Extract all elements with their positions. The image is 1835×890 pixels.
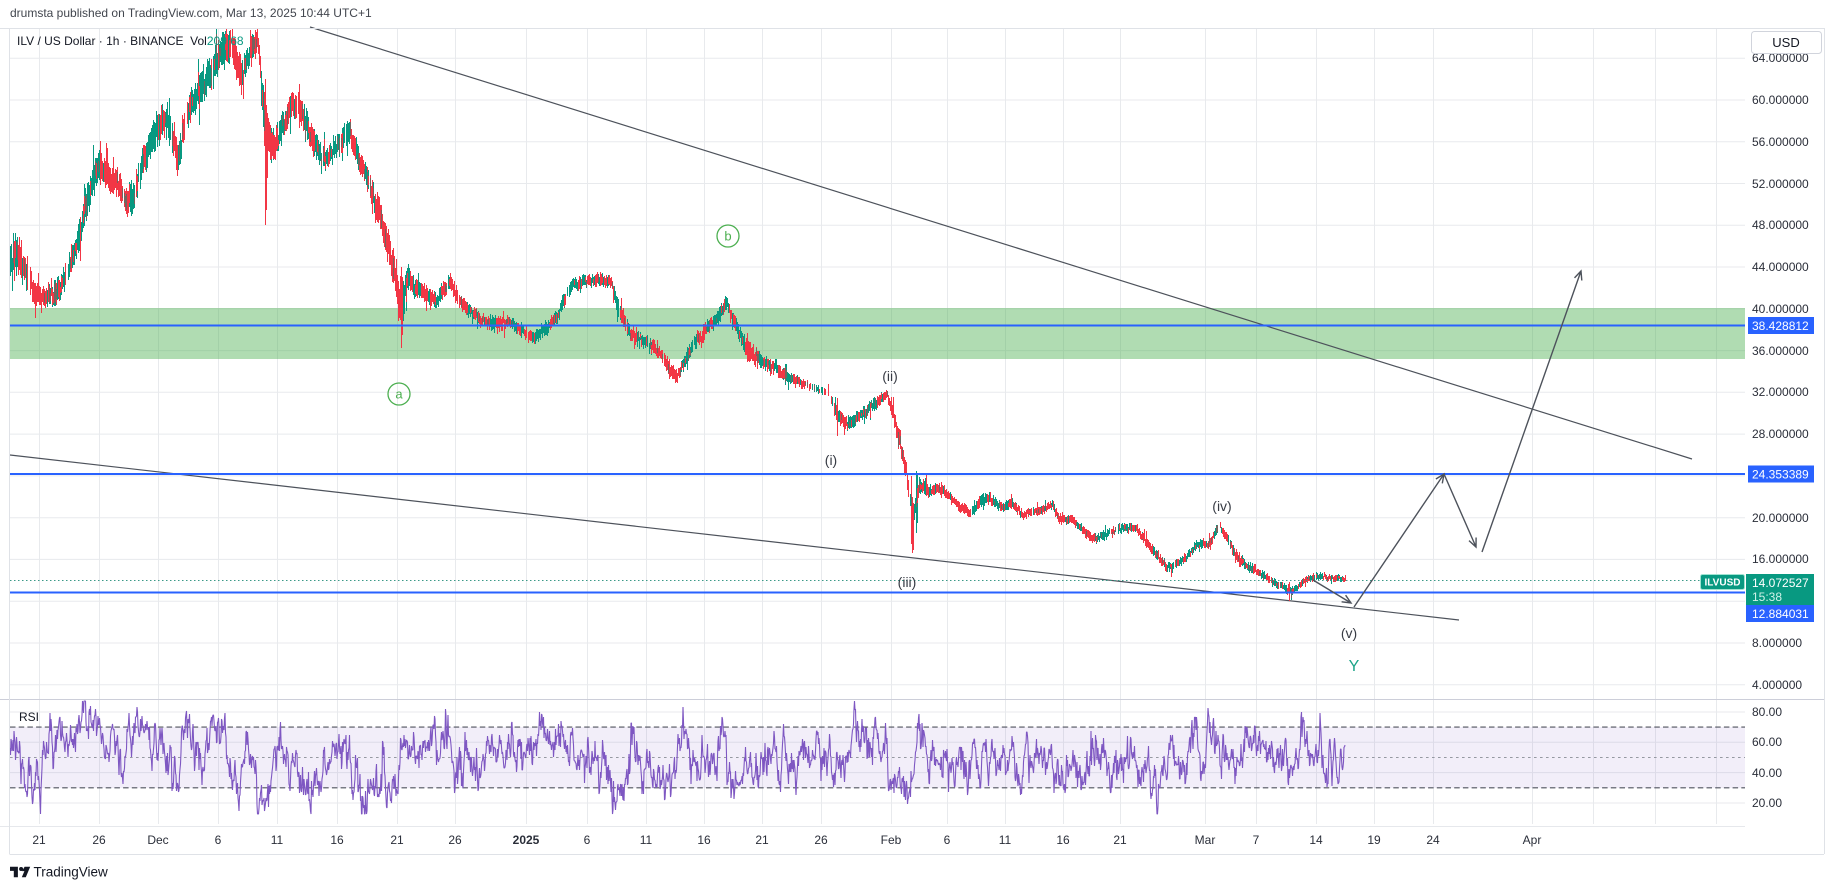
svg-text:Mar: Mar bbox=[1195, 833, 1216, 847]
svg-text:(iii): (iii) bbox=[898, 574, 917, 590]
svg-text:20.00: 20.00 bbox=[1752, 796, 1782, 810]
svg-text:Dec: Dec bbox=[147, 833, 168, 847]
svg-text:14.072527: 14.072527 bbox=[1752, 576, 1809, 590]
svg-text:RSI: RSI bbox=[19, 710, 39, 724]
svg-text:32.000000: 32.000000 bbox=[1752, 385, 1809, 399]
svg-text:26: 26 bbox=[448, 833, 462, 847]
svg-text:4.000000: 4.000000 bbox=[1752, 678, 1802, 692]
svg-text:16: 16 bbox=[697, 833, 711, 847]
svg-text:26: 26 bbox=[92, 833, 106, 847]
svg-text:b: b bbox=[724, 229, 731, 244]
svg-text:40.000000: 40.000000 bbox=[1752, 302, 1809, 316]
svg-text:16: 16 bbox=[1056, 833, 1070, 847]
svg-text:44.000000: 44.000000 bbox=[1752, 260, 1809, 274]
svg-text:(v): (v) bbox=[1341, 625, 1357, 641]
svg-text:60.00: 60.00 bbox=[1752, 735, 1782, 749]
svg-text:Y: Y bbox=[1349, 658, 1360, 675]
svg-text:16.000000: 16.000000 bbox=[1752, 552, 1809, 566]
svg-text:24.353389: 24.353389 bbox=[1752, 468, 1809, 482]
svg-text:2025: 2025 bbox=[513, 833, 540, 847]
svg-text:(ii): (ii) bbox=[882, 368, 898, 384]
svg-text:80.00: 80.00 bbox=[1752, 705, 1782, 719]
svg-text:11: 11 bbox=[271, 833, 284, 847]
svg-text:12.884031: 12.884031 bbox=[1752, 607, 1809, 621]
svg-text:11: 11 bbox=[640, 833, 653, 847]
svg-text:24: 24 bbox=[1426, 833, 1440, 847]
svg-text:21: 21 bbox=[755, 833, 769, 847]
svg-text:a: a bbox=[395, 387, 403, 402]
svg-text:21: 21 bbox=[390, 833, 404, 847]
svg-text:6: 6 bbox=[944, 833, 951, 847]
svg-text:6: 6 bbox=[584, 833, 591, 847]
svg-text:38.428812: 38.428812 bbox=[1752, 319, 1809, 333]
svg-text:40.00: 40.00 bbox=[1752, 766, 1782, 780]
svg-text:28.000000: 28.000000 bbox=[1752, 427, 1809, 441]
svg-text:19: 19 bbox=[1367, 833, 1381, 847]
svg-text:21: 21 bbox=[32, 833, 46, 847]
svg-text:36.000000: 36.000000 bbox=[1752, 344, 1809, 358]
svg-text:7: 7 bbox=[1253, 833, 1260, 847]
svg-text:52.000000: 52.000000 bbox=[1752, 177, 1809, 191]
svg-text:ILV / US Dollar · 1h · BINANCE: ILV / US Dollar · 1h · BINANCE Vol209.68 bbox=[17, 34, 244, 48]
svg-text:(iv): (iv) bbox=[1212, 498, 1231, 514]
svg-text:8.000000: 8.000000 bbox=[1752, 636, 1802, 650]
svg-text:ILVUSD: ILVUSD bbox=[1705, 578, 1741, 589]
svg-text:16: 16 bbox=[330, 833, 344, 847]
svg-text:USD: USD bbox=[1772, 35, 1799, 50]
svg-text:Feb: Feb bbox=[881, 833, 902, 847]
svg-text:64.000000: 64.000000 bbox=[1752, 51, 1809, 65]
svg-text:Apr: Apr bbox=[1523, 833, 1542, 847]
svg-text:21: 21 bbox=[1113, 833, 1127, 847]
svg-text:26: 26 bbox=[814, 833, 828, 847]
svg-text:48.000000: 48.000000 bbox=[1752, 218, 1809, 232]
svg-text:(i): (i) bbox=[825, 452, 837, 468]
svg-text:60.000000: 60.000000 bbox=[1752, 93, 1809, 107]
svg-text:56.000000: 56.000000 bbox=[1752, 135, 1809, 149]
svg-text:14: 14 bbox=[1309, 833, 1323, 847]
svg-text:20.000000: 20.000000 bbox=[1752, 511, 1809, 525]
svg-text:15:38: 15:38 bbox=[1752, 590, 1782, 604]
svg-text:11: 11 bbox=[999, 833, 1012, 847]
svg-text:TradingView: TradingView bbox=[34, 865, 109, 880]
svg-text:6: 6 bbox=[215, 833, 222, 847]
